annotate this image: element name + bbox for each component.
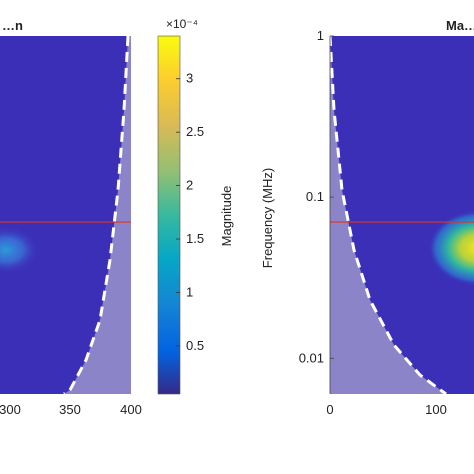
right-x-tick-label: 0 [326, 402, 333, 417]
right-coi-dashed-edge [330, 36, 447, 394]
colorbar-tick-label: 0.5 [186, 338, 204, 353]
right-hotspot [428, 210, 474, 286]
right-y-tick-label: 0.1 [306, 189, 324, 204]
right-y-tick-label: 1 [317, 28, 324, 43]
left-panel: …n 300 350 400 [0, 18, 142, 417]
right-y-tick-label: 0.01 [299, 350, 324, 365]
right-y-ticks: 1 0.1 0.01 [299, 28, 334, 365]
left-coi-dashed-edge [63, 36, 130, 394]
right-x-tick-label: 100 [425, 402, 447, 417]
colorbar-tick-label: 2.5 [186, 124, 204, 139]
right-cone-of-influence [330, 36, 446, 394]
colorbar-tick-label: 1.5 [186, 231, 204, 246]
left-x-tick-300: 300 [0, 402, 21, 417]
right-plot-title: Ma… [446, 18, 474, 33]
colorbar: ×10⁻⁴ 0.5 1 1.5 2 2.5 3 Magnitude [157, 17, 234, 395]
right-panel: Ma… Frequency (MHz) 1 0.1 0.01 0 100 [260, 18, 474, 417]
right-y-axis-label: Frequency (MHz) [260, 168, 275, 268]
colorbar-tick-label: 2 [186, 178, 193, 193]
right-x-ticks: 0 100 [326, 402, 446, 417]
colorbar-ticks: 0.5 1 1.5 2 2.5 3 [176, 71, 204, 353]
left-cone-of-influence [64, 36, 131, 394]
colorbar-gradient [157, 35, 181, 395]
colorbar-tick-label: 3 [186, 71, 193, 86]
left-x-tick-350: 350 [59, 402, 81, 417]
left-plot-title: …n [2, 18, 23, 33]
colorbar-label: Magnitude [219, 186, 234, 247]
colorbar-multiplier: ×10⁻⁴ [166, 17, 198, 31]
colorbar-tick-label: 1 [186, 284, 193, 299]
left-x-tick-400: 400 [120, 402, 142, 417]
left-hotspot [0, 226, 40, 274]
